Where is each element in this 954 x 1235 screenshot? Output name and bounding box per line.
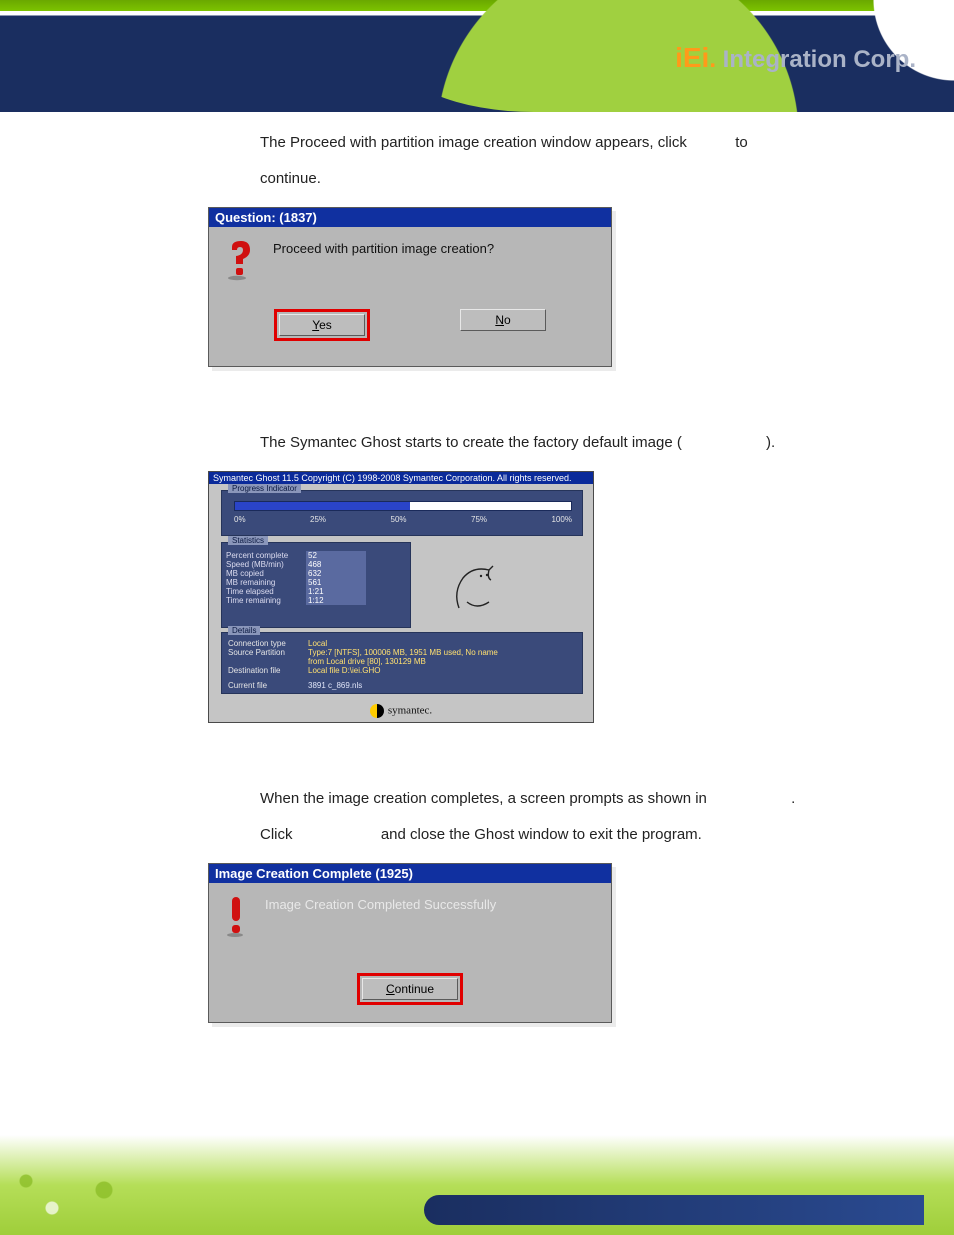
progress-panel-label: Progress Indicator — [228, 484, 301, 493]
step9-line1b: . — [791, 790, 795, 807]
step7-line1a: The Proceed with partition image creatio… — [260, 134, 687, 151]
step8-text: The Symantec Ghost starts to create the … — [260, 425, 908, 461]
step8-line1a: The Symantec Ghost starts to create the … — [260, 434, 682, 451]
tick-50: 50% — [391, 515, 407, 524]
statistics-panel: Statistics Percent complete52 Speed (MB/… — [221, 542, 411, 628]
stat-k-4: Time elapsed — [226, 587, 306, 596]
tick-0: 0% — [234, 515, 246, 524]
det-v-1: Type:7 [NTFS], 100006 MB, 1951 MB used, … — [308, 648, 498, 657]
yes-button[interactable]: Yes — [279, 314, 365, 336]
stat-k-1: Speed (MB/min) — [226, 560, 306, 569]
continue-button[interactable]: Continue — [362, 978, 458, 1000]
symantec-swirl-icon — [370, 704, 384, 718]
tick-100: 100% — [551, 515, 571, 524]
progress-ticks: 0% 25% 50% 75% 100% — [234, 515, 572, 524]
step7-line2: continue. — [260, 170, 321, 187]
step9-line1a: When the image creation completes, a scr… — [260, 790, 707, 807]
step8-line1b: ). — [766, 434, 775, 451]
det-v-3: Local file D:\iei.GHO — [308, 666, 380, 675]
symantec-text: symantec. — [388, 705, 432, 717]
det-k-0: Connection type — [228, 639, 308, 648]
brand-dot: . — [709, 46, 716, 73]
stat-v-0: 52 — [306, 551, 366, 560]
exclamation-icon — [223, 897, 249, 937]
stat-v-5: 1:12 — [306, 596, 366, 605]
complete-dialog-title: Image Creation Complete (1925) — [209, 864, 611, 883]
details-panel: Details Connection typeLocal Source Part… — [221, 632, 583, 694]
det-v-2: from Local drive [80], 130129 MB — [308, 657, 426, 666]
brand-name: Integration Corp. — [723, 46, 916, 73]
step9-line2b: and close the Ghost window to exit the p… — [381, 826, 702, 843]
ghost-icon — [449, 562, 501, 614]
brand-logo: iEi. Integration Corp. — [675, 42, 916, 74]
progress-bar — [234, 501, 572, 511]
stat-v-1: 468 — [306, 560, 366, 569]
no-underline: N — [495, 313, 504, 327]
question-dialog-message: Proceed with partition image creation? — [273, 241, 494, 281]
stat-k-5: Time remaining — [226, 596, 306, 605]
stat-v-3: 561 — [306, 578, 366, 587]
step9-text: When the image creation completes, a scr… — [260, 781, 908, 853]
det-v-0: Local — [308, 639, 327, 648]
ghost-progress-screenshot: Symantec Ghost 11.5 Copyright (C) 1998-2… — [208, 471, 594, 723]
ghost-title: Symantec Ghost 11.5 Copyright (C) 1998-2… — [209, 472, 593, 484]
step9-line2a: Click — [260, 826, 293, 843]
question-icon — [223, 241, 257, 281]
continue-highlight: Continue — [357, 973, 463, 1005]
stat-k-2: MB copied — [226, 569, 306, 578]
tick-75: 75% — [471, 515, 487, 524]
question-dialog: Question: (1837) Proceed with partition … — [208, 207, 612, 367]
brand-iei: iEi — [675, 42, 709, 73]
footer-band — [0, 1135, 954, 1235]
tick-25: 25% — [310, 515, 326, 524]
progress-panel: Progress Indicator 0% 25% 50% 75% 100% — [221, 490, 583, 536]
footer-bar — [424, 1195, 924, 1225]
header-band: iEi. Integration Corp. — [0, 0, 954, 112]
question-dialog-title: Question: (1837) — [209, 208, 611, 227]
stat-v-4: 1:21 — [306, 587, 366, 596]
no-button[interactable]: No — [460, 309, 546, 331]
symantec-footer: symantec. — [209, 704, 593, 718]
footer-bubbles — [0, 1145, 260, 1235]
yes-underline: Y — [312, 318, 319, 332]
complete-dialog: Image Creation Complete (1925) Image Cre… — [208, 863, 612, 1023]
progress-bar-fill — [235, 502, 410, 510]
stat-k-3: MB remaining — [226, 578, 306, 587]
statistics-panel-label: Statistics — [228, 536, 268, 545]
details-panel-label: Details — [228, 626, 260, 635]
stat-v-2: 632 — [306, 569, 366, 578]
step7-line1b: to — [735, 134, 748, 151]
step7-text: The Proceed with partition image creatio… — [260, 125, 908, 197]
det-k-3: Destination file — [228, 666, 308, 675]
det-k-2 — [228, 657, 308, 666]
det-v-4: 3891 c_869.nls — [308, 681, 362, 690]
det-k-1: Source Partition — [228, 648, 308, 657]
yes-highlight: Yes — [274, 309, 370, 341]
continue-underline: C — [386, 982, 395, 996]
complete-dialog-message: Image Creation Completed Successfully — [265, 897, 496, 937]
stat-k-0: Percent complete — [226, 551, 306, 560]
page-content: The Proceed with partition image creatio… — [208, 125, 908, 1023]
det-k-4: Current file — [228, 681, 308, 690]
